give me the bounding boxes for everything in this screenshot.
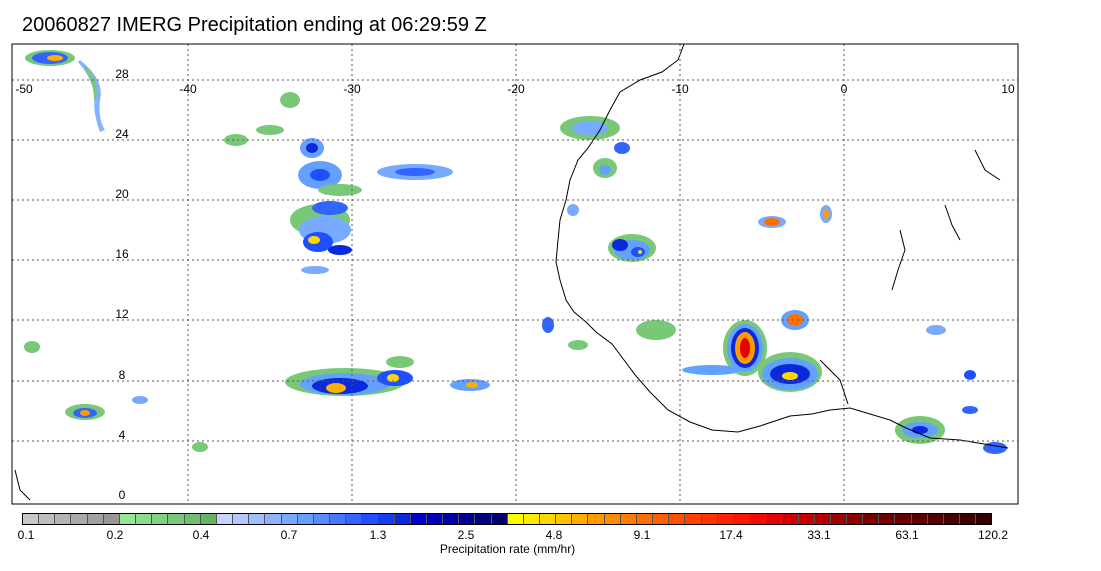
colorbar-tick-label: 63.1 (895, 528, 919, 542)
lat-label: 4 (119, 428, 126, 442)
colorbar-swatch (976, 514, 992, 524)
map-frame (11, 43, 1019, 505)
colorbar-swatch (523, 514, 540, 524)
colorbar-swatch (701, 514, 718, 524)
colorbar-swatch (556, 514, 573, 524)
colorbar (22, 513, 992, 525)
colorbar-swatch (443, 514, 460, 524)
lon-label: -20 (507, 82, 525, 96)
colorbar-swatch (426, 514, 444, 524)
longitude-labels: -50 -40 -30 -20 -10 0 10 (15, 82, 1015, 96)
colorbar-swatch (281, 514, 298, 524)
colorbar-swatch (846, 514, 864, 524)
lon-label: 0 (841, 82, 848, 96)
colorbar-tick-label: 4.8 (545, 528, 563, 542)
lon-label: -50 (15, 82, 33, 96)
colorbar-swatch (863, 514, 880, 524)
colorbar-swatch (297, 514, 314, 524)
colorbar-swatch (798, 514, 815, 524)
colorbar-tick-label: 0.7 (280, 528, 298, 542)
lon-label: -30 (343, 82, 361, 96)
colorbar-swatch (55, 514, 72, 524)
colorbar-swatch (119, 514, 137, 524)
lon-label: -40 (179, 82, 197, 96)
colorbar-swatch (507, 514, 524, 524)
colorbar-swatch (265, 514, 282, 524)
lat-label: 16 (115, 247, 129, 261)
colorbar-swatch (87, 514, 104, 524)
colorbar-swatch (895, 514, 912, 524)
lat-label: 20 (115, 187, 129, 201)
colorbar-swatch (750, 514, 767, 524)
latitude-labels: 28 24 20 16 12 8 4 0 (115, 67, 129, 502)
colorbar-swatch (378, 514, 395, 524)
colorbar-tick-label: 1.3 (369, 528, 387, 542)
colorbar-swatch (766, 514, 783, 524)
colorbar-swatch (879, 514, 896, 524)
colorbar-swatch (410, 514, 427, 524)
colorbar-swatch (491, 514, 508, 524)
colorbar-swatch (313, 514, 330, 524)
colorbar-swatch (394, 514, 411, 524)
colorbar-swatch (814, 514, 831, 524)
colorbar-tick-label: 33.1 (807, 528, 831, 542)
colorbar-swatch (39, 514, 56, 524)
lat-label: 0 (119, 488, 126, 502)
colorbar-tick-label: 0.2 (106, 528, 124, 542)
colorbar-swatch (943, 514, 961, 524)
colorbar-swatch (249, 514, 266, 524)
colorbar-swatch (927, 514, 944, 524)
lat-label: 12 (115, 307, 129, 321)
colorbar-swatch (636, 514, 654, 524)
colorbar-swatch (200, 514, 217, 524)
map-title: 20060827 IMERG Precipitation ending at 0… (22, 14, 487, 36)
coastline (14, 43, 1009, 501)
colorbar-swatch (960, 514, 977, 524)
colorbar-tick-label: 2.5 (457, 528, 475, 542)
colorbar-swatch (362, 514, 379, 524)
colorbar-swatch (103, 514, 120, 524)
colorbar-swatch (588, 514, 605, 524)
colorbar-swatch (71, 514, 88, 524)
precipitation-field (24, 50, 1007, 454)
colorbar-swatch (152, 514, 169, 524)
colorbar-swatch (23, 514, 40, 524)
colorbar-tick-label: 0.4 (192, 528, 210, 542)
colorbar-swatch (572, 514, 589, 524)
colorbar-swatch (184, 514, 201, 524)
colorbar-swatch (685, 514, 702, 524)
colorbar-swatch (669, 514, 686, 524)
colorbar-tick-label: 120.2 (977, 528, 1009, 542)
colorbar-swatch (329, 514, 347, 524)
colorbar-swatch (717, 514, 734, 524)
colorbar-tick-label: 9.1 (633, 528, 651, 542)
precipitation-map: -50 -40 -30 -20 -10 0 10 28 24 20 16 12 … (11, 43, 1019, 505)
colorbar-tick-label: 0.1 (17, 528, 35, 542)
colorbar-swatch (459, 514, 476, 524)
graticule (12, 44, 1018, 504)
colorbar-swatch (540, 514, 557, 524)
lat-label: 28 (115, 67, 129, 81)
lat-label: 8 (119, 368, 126, 382)
colorbar-swatch (830, 514, 847, 524)
lon-label: -10 (671, 82, 689, 96)
colorbar-swatch (911, 514, 928, 524)
colorbar-tick-label: 17.4 (719, 528, 743, 542)
lon-label: 10 (1001, 82, 1015, 96)
colorbar-swatch (653, 514, 670, 524)
colorbar-swatch (733, 514, 751, 524)
colorbar-swatch (475, 514, 492, 524)
colorbar-swatch (346, 514, 363, 524)
colorbar-label-row: Precipitation rate (mm/hr) (0, 542, 1101, 556)
colorbar-swatch (168, 514, 185, 524)
colorbar-swatch (136, 514, 153, 524)
colorbar-swatch (233, 514, 250, 524)
lat-label: 24 (115, 127, 129, 141)
colorbar-ticks: 0.1 0.2 0.4 0.7 1.3 2.5 4.8 9.1 17.4 33.… (0, 528, 1101, 544)
colorbar-swatch (782, 514, 799, 524)
colorbar-swatch (604, 514, 621, 524)
colorbar-swatch (216, 514, 234, 524)
colorbar-swatch (620, 514, 637, 524)
colorbar-label: Precipitation rate (mm/hr) (439, 542, 576, 556)
